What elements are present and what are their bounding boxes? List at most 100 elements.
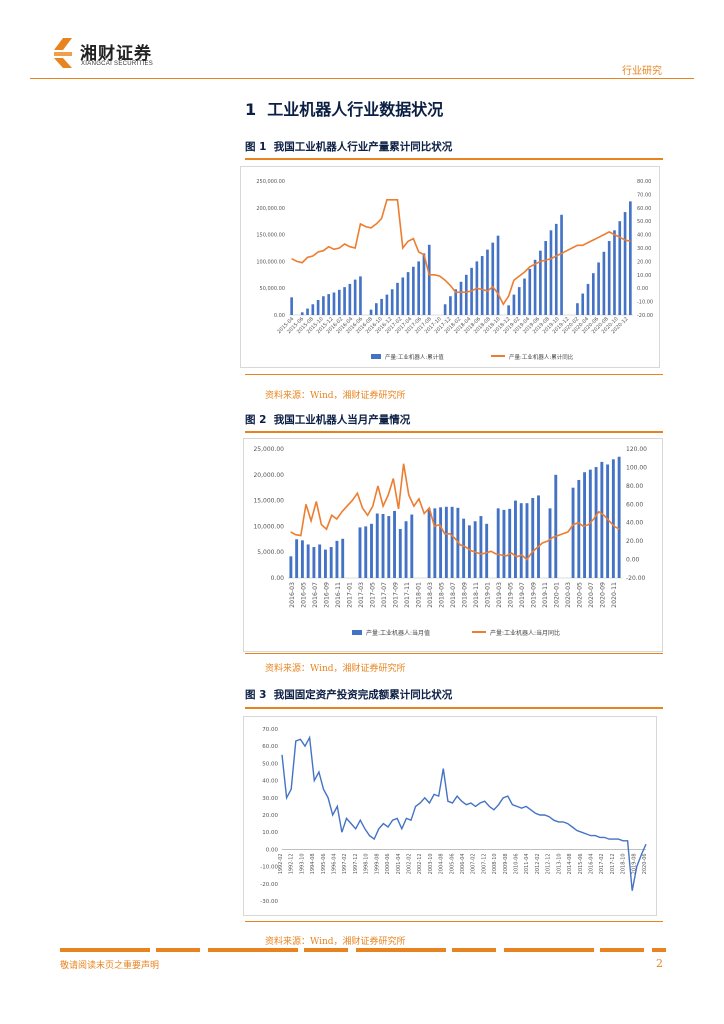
legend-label: 产量:工业机器人:当月值 [366, 629, 430, 637]
bar [606, 464, 610, 578]
bar [427, 508, 431, 578]
y-tick: 60.00 [262, 744, 278, 750]
x-tick-label: 2002-02 [406, 853, 412, 874]
bar [480, 256, 484, 315]
bar [396, 282, 399, 315]
x-tick-label: 2017-03 [358, 582, 365, 608]
x-tick-label: 1996-04 [332, 853, 338, 874]
y-tick-right: 60.00 [626, 501, 643, 508]
bar [473, 521, 477, 578]
figure-1-bottom-rule [245, 374, 663, 375]
y-tick-right: -20.00 [626, 575, 646, 582]
bar [359, 276, 362, 315]
report-category: 行业研究 [622, 66, 662, 77]
bar [316, 299, 320, 315]
bar [576, 303, 579, 315]
figure-1-top-rule [245, 158, 663, 160]
x-tick-label: 2015-06 [578, 853, 584, 874]
bar [289, 556, 293, 578]
bar [496, 235, 500, 315]
bar [508, 508, 512, 578]
x-tick-label: 2006-04 [460, 853, 466, 874]
y-tick-left: 20,000.00 [253, 472, 284, 479]
bar [591, 273, 595, 315]
x-tick-label: 2017-01 [346, 582, 353, 608]
y-tick: 0.00 [266, 847, 279, 853]
x-tick-label: 2018-03 [427, 582, 434, 608]
footer-divider [60, 948, 666, 952]
y-tick-left: 200,000.00 [256, 206, 285, 212]
x-tick-label: 2011-04 [524, 853, 530, 874]
bar [412, 266, 415, 315]
figure-2-bottom-rule [245, 653, 663, 654]
figure-2-top-rule [245, 431, 663, 433]
y-tick-right: 60.00 [637, 206, 651, 212]
x-tick-label: 2016-09 [323, 582, 330, 608]
y-tick: 40.00 [262, 779, 278, 785]
bar [623, 212, 627, 315]
bar [417, 261, 420, 315]
bar [323, 549, 327, 578]
bar [369, 309, 373, 315]
x-tick-label: 2010-06 [514, 853, 520, 874]
x-tick-label: 2018-09 [462, 582, 469, 608]
bar [537, 495, 540, 578]
x-tick-label: 2019-08 [631, 853, 637, 874]
y-tick-right: 50.00 [637, 219, 651, 225]
x-tick-label: 2019-09 [531, 582, 538, 608]
x-tick-label: 2020-03 [565, 582, 572, 608]
y-tick: 70.00 [262, 727, 278, 733]
y-tick: -10.00 [260, 865, 278, 871]
bar [583, 472, 587, 578]
figure-2-title: 图 2 我国工业机器人当月产量情况 [245, 414, 411, 426]
bar [329, 547, 333, 578]
figure-3-source: 资料来源：Wind，湘财证券研究所 [265, 937, 406, 947]
x-tick-label: 2007-12 [481, 853, 487, 874]
brand-name: 湘财证券 [80, 44, 152, 64]
section-number: 1 [245, 100, 257, 119]
bar [401, 277, 405, 315]
x-tick-label: 2020-01 [554, 582, 561, 608]
x-tick-label: 2018-07 [450, 582, 457, 608]
x-tick-label: 2001-04 [396, 853, 402, 874]
bar [554, 474, 558, 578]
bar [581, 293, 585, 315]
y-tick-right: 80.00 [626, 483, 643, 490]
bar [390, 289, 394, 315]
x-tick-label: 1995-06 [321, 853, 327, 874]
bar [531, 498, 535, 578]
x-tick-label: 1997-12 [353, 853, 359, 874]
bar [602, 251, 606, 315]
y-tick-right: 10.00 [637, 273, 651, 279]
bar [571, 487, 575, 578]
y-tick-left: 50,000.00 [260, 286, 285, 292]
bar [312, 547, 316, 578]
y-tick-right: -20.00 [637, 313, 653, 319]
x-tick-label: 2009-08 [503, 853, 509, 874]
y-tick-left: 0.00 [271, 575, 285, 582]
y-tick-left: 150,000.00 [256, 233, 285, 239]
bar [300, 312, 304, 315]
footer-disclaimer: 敬请阅读末页之重要声明 [60, 961, 160, 971]
x-tick-label: 2012-02 [535, 853, 541, 874]
legend-label: 产量:工业机器人:累计同比 [509, 353, 574, 361]
bar [519, 503, 523, 578]
bar [533, 259, 537, 315]
series-line [281, 735, 647, 891]
legend-label: 产量:工业机器人:累计值 [385, 353, 444, 361]
bar [444, 506, 448, 578]
x-tick-label: 2016-11 [335, 582, 342, 608]
x-tick-label: 2018-11 [473, 582, 480, 608]
bar [380, 298, 383, 315]
bar [427, 244, 431, 315]
figure-2-chart: 25,000.00 20,000.00 15,000.00 10,000.00 5,00… [243, 438, 663, 652]
bar [502, 509, 506, 578]
bar [358, 527, 362, 578]
bar [496, 508, 500, 578]
y-tick-left: 5,000.00 [257, 549, 284, 556]
bar [433, 508, 437, 578]
section-title-text: 工业机器人行业数据状况 [267, 100, 444, 119]
x-tick-label: 2013-10 [556, 853, 562, 874]
x-tick-label: 2008-10 [492, 853, 498, 874]
x-tick-label: 2000-06 [385, 853, 391, 874]
